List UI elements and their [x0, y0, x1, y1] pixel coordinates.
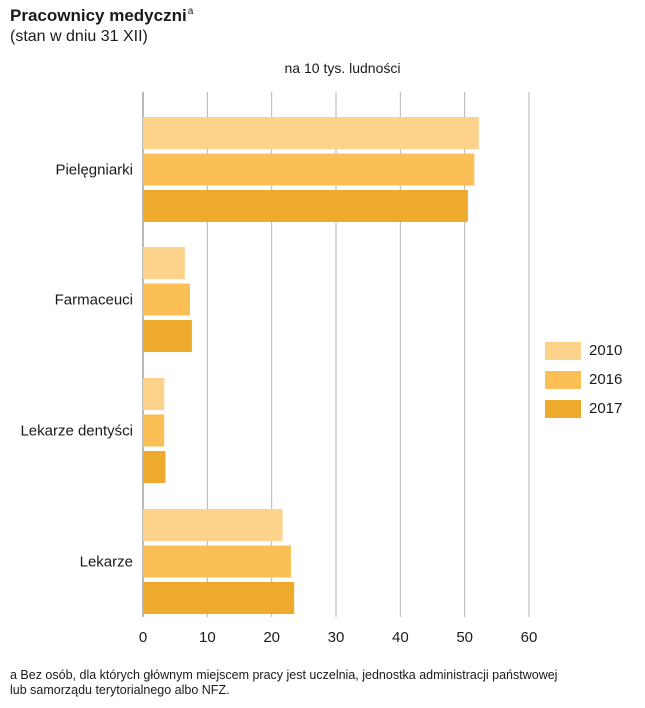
category-label: Pielęgniarki	[55, 162, 133, 179]
x-tick-label: 20	[263, 629, 280, 646]
bar	[143, 509, 283, 541]
bar	[143, 117, 479, 149]
chart-subtitle: (stan w dniu 31 XII)	[10, 28, 148, 45]
unit-label: na 10 tys. ludności	[284, 60, 401, 76]
legend-swatch	[545, 341, 581, 360]
bar	[143, 378, 165, 410]
legend-item: 2010	[545, 336, 622, 365]
x-tick-label: 40	[392, 629, 409, 646]
bar	[143, 582, 295, 614]
bar	[143, 190, 468, 222]
footnote: a Bez osób, dla których głównym miejscem…	[10, 668, 635, 698]
x-tick-label: 0	[139, 629, 147, 646]
bar	[143, 414, 165, 447]
bar	[143, 320, 192, 352]
x-tick-label: 60	[521, 629, 538, 646]
category-label: Farmaceuci	[55, 292, 133, 309]
legend-swatch	[545, 399, 581, 418]
bar	[143, 451, 166, 483]
legend-item: 2017	[545, 394, 622, 423]
footnote-line-2: lub samorządu terytorialnego albo NFZ.	[10, 683, 230, 697]
category-label: Lekarze dentyści	[20, 423, 133, 440]
legend-item: 2016	[545, 365, 622, 394]
legend-label: 2017	[589, 400, 623, 417]
x-tick-label: 10	[199, 629, 216, 646]
footnote-line-1: a Bez osób, dla których głównym miejscem…	[10, 668, 558, 682]
bar	[143, 247, 185, 279]
legend: 2010 2016 2017	[545, 336, 622, 423]
chart-title: Pracownicy medycznia	[10, 6, 194, 25]
bar	[143, 283, 190, 316]
bar-chart: 0 10 20 30 40 50 60 Pielęgniarki Farmaceuci Lekar…	[20, 92, 538, 646]
legend-swatch	[545, 370, 581, 389]
x-tick-label: 30	[328, 629, 345, 646]
legend-label: 2016	[589, 371, 623, 388]
legend-label: 2010	[589, 342, 623, 359]
bar	[143, 153, 475, 186]
x-tick-label: 50	[456, 629, 473, 646]
bar	[143, 545, 291, 578]
title-footnote-marker: a	[187, 6, 194, 18]
category-label: Lekarze	[80, 554, 133, 571]
